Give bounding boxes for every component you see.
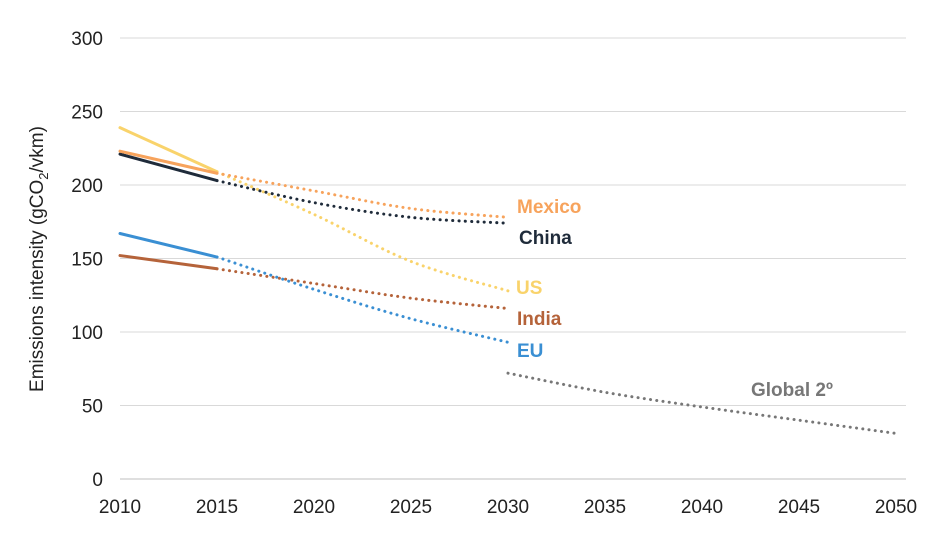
series-global-2 bbox=[506, 371, 898, 435]
series-label-india: India bbox=[517, 309, 562, 330]
projection-line-china bbox=[215, 179, 510, 225]
historical-line-mexico bbox=[118, 149, 219, 175]
series-label-mexico: Mexico bbox=[517, 197, 581, 218]
projection-line-global-2 bbox=[506, 371, 898, 435]
x-tick-label: 2010 bbox=[99, 497, 141, 518]
x-tick-label: 2045 bbox=[778, 497, 820, 518]
y-tick-label: 150 bbox=[71, 250, 103, 271]
x-tick-label: 2040 bbox=[681, 497, 723, 518]
series-mexico bbox=[118, 149, 510, 219]
historical-line-us bbox=[118, 126, 219, 174]
y-tick-label: 50 bbox=[82, 397, 103, 418]
historical-line-india bbox=[118, 254, 219, 271]
gridlines bbox=[120, 37, 906, 480]
series-label-china: China bbox=[519, 228, 572, 249]
historical-line-eu bbox=[118, 232, 219, 259]
series-us bbox=[118, 126, 510, 293]
x-tick-label: 2020 bbox=[293, 497, 335, 518]
y-tick-label: 0 bbox=[92, 470, 103, 491]
series-label-eu: EU bbox=[517, 341, 543, 362]
x-tick-label: 2015 bbox=[196, 497, 238, 518]
x-tick-label: 2025 bbox=[390, 497, 432, 518]
projection-line-mexico bbox=[215, 171, 510, 219]
series-label-global-2: Global 2º bbox=[751, 380, 833, 401]
projection-line-us bbox=[215, 170, 510, 293]
y-tick-label: 300 bbox=[71, 29, 103, 50]
series-india bbox=[118, 254, 510, 310]
x-tick-label: 2035 bbox=[584, 497, 626, 518]
y-axis-label-main: Emissions intensity (gCO bbox=[27, 180, 48, 392]
y-tick-label: 250 bbox=[71, 103, 103, 124]
historical-line-china bbox=[118, 152, 219, 183]
y-axis-label-tail: /vkm) bbox=[27, 126, 48, 172]
y-axis-label-subscript: 2 bbox=[36, 172, 51, 179]
projection-line-india bbox=[215, 267, 510, 310]
x-tick-label: 2050 bbox=[875, 497, 917, 518]
series-label-us: US bbox=[516, 278, 542, 299]
series-labels: Mexico China US India EU Global 2º bbox=[516, 197, 833, 401]
series-eu bbox=[118, 232, 510, 344]
y-tick-label: 200 bbox=[71, 176, 103, 197]
y-axis-label: Emissions intensity (gCO2/vkm) bbox=[27, 126, 51, 392]
x-axis-ticks: 2010 2015 2020 2025 2030 2035 2040 2045 2050 bbox=[99, 497, 917, 518]
projection-line-eu bbox=[215, 255, 510, 344]
series-china bbox=[118, 152, 510, 225]
x-tick-label: 2030 bbox=[487, 497, 529, 518]
series-lines bbox=[118, 126, 898, 435]
y-axis-ticks: 0 50 100 150 200 250 300 bbox=[71, 29, 103, 491]
y-tick-label: 100 bbox=[71, 323, 103, 344]
